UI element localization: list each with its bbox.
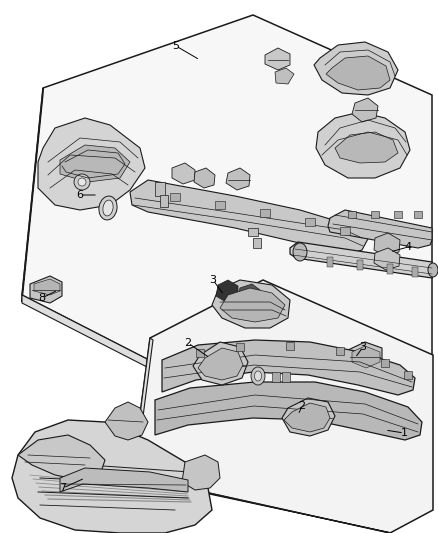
- Polygon shape: [387, 264, 393, 274]
- Polygon shape: [290, 242, 433, 278]
- Polygon shape: [132, 280, 433, 533]
- Polygon shape: [248, 228, 258, 236]
- Bar: [340, 227, 350, 235]
- Polygon shape: [220, 288, 285, 322]
- Polygon shape: [60, 468, 188, 492]
- Ellipse shape: [428, 263, 438, 277]
- Circle shape: [74, 174, 90, 190]
- Bar: [286, 342, 294, 350]
- Bar: [196, 349, 204, 357]
- Polygon shape: [132, 476, 392, 533]
- Polygon shape: [18, 435, 105, 480]
- Polygon shape: [371, 211, 379, 218]
- Text: 5: 5: [173, 41, 180, 51]
- Polygon shape: [275, 68, 294, 84]
- Polygon shape: [22, 295, 348, 470]
- Polygon shape: [328, 210, 432, 248]
- Polygon shape: [216, 280, 238, 302]
- Bar: [215, 201, 225, 209]
- Polygon shape: [284, 403, 330, 432]
- Polygon shape: [226, 168, 250, 190]
- Text: 1: 1: [400, 428, 407, 438]
- Bar: [381, 359, 389, 367]
- Polygon shape: [348, 211, 356, 218]
- Polygon shape: [198, 348, 243, 380]
- Circle shape: [78, 178, 86, 186]
- Bar: [260, 209, 270, 217]
- Polygon shape: [335, 132, 398, 163]
- Polygon shape: [130, 180, 370, 255]
- Polygon shape: [155, 182, 165, 196]
- Text: 2: 2: [184, 338, 191, 348]
- Polygon shape: [162, 340, 415, 395]
- Polygon shape: [172, 163, 195, 184]
- Polygon shape: [60, 145, 130, 182]
- Bar: [404, 371, 412, 379]
- Bar: [305, 218, 315, 226]
- Polygon shape: [282, 398, 335, 436]
- Polygon shape: [348, 342, 382, 372]
- Polygon shape: [374, 233, 400, 256]
- Bar: [336, 347, 344, 355]
- Polygon shape: [212, 280, 290, 328]
- Polygon shape: [38, 118, 145, 210]
- Polygon shape: [326, 56, 390, 90]
- Polygon shape: [12, 420, 212, 533]
- Polygon shape: [22, 88, 43, 302]
- Text: 6: 6: [77, 190, 84, 200]
- Ellipse shape: [99, 196, 117, 220]
- Bar: [170, 193, 180, 201]
- Polygon shape: [265, 48, 290, 70]
- Polygon shape: [272, 372, 280, 382]
- Polygon shape: [34, 279, 60, 295]
- Polygon shape: [374, 248, 400, 270]
- Text: 3: 3: [360, 342, 367, 352]
- Polygon shape: [316, 112, 410, 178]
- Text: 7: 7: [60, 483, 67, 493]
- Text: 2: 2: [298, 401, 306, 411]
- Polygon shape: [132, 338, 153, 478]
- Polygon shape: [22, 15, 432, 462]
- Polygon shape: [238, 284, 260, 303]
- Polygon shape: [282, 372, 290, 382]
- Text: 8: 8: [39, 293, 46, 303]
- Ellipse shape: [103, 200, 113, 216]
- Polygon shape: [394, 211, 402, 218]
- Polygon shape: [253, 238, 261, 248]
- Polygon shape: [160, 195, 168, 207]
- Ellipse shape: [293, 243, 307, 261]
- Ellipse shape: [254, 371, 261, 381]
- Polygon shape: [352, 346, 380, 368]
- Polygon shape: [414, 211, 422, 218]
- Polygon shape: [155, 382, 422, 440]
- Polygon shape: [352, 98, 378, 122]
- Polygon shape: [30, 276, 62, 303]
- Polygon shape: [314, 42, 398, 95]
- Ellipse shape: [251, 367, 265, 385]
- Polygon shape: [412, 267, 418, 277]
- Polygon shape: [194, 168, 215, 188]
- Polygon shape: [193, 342, 248, 385]
- Text: 4: 4: [404, 242, 412, 252]
- Polygon shape: [357, 261, 363, 270]
- Polygon shape: [182, 455, 220, 490]
- Polygon shape: [105, 402, 148, 440]
- Bar: [236, 343, 244, 351]
- Text: 3: 3: [209, 275, 216, 285]
- Polygon shape: [327, 257, 333, 267]
